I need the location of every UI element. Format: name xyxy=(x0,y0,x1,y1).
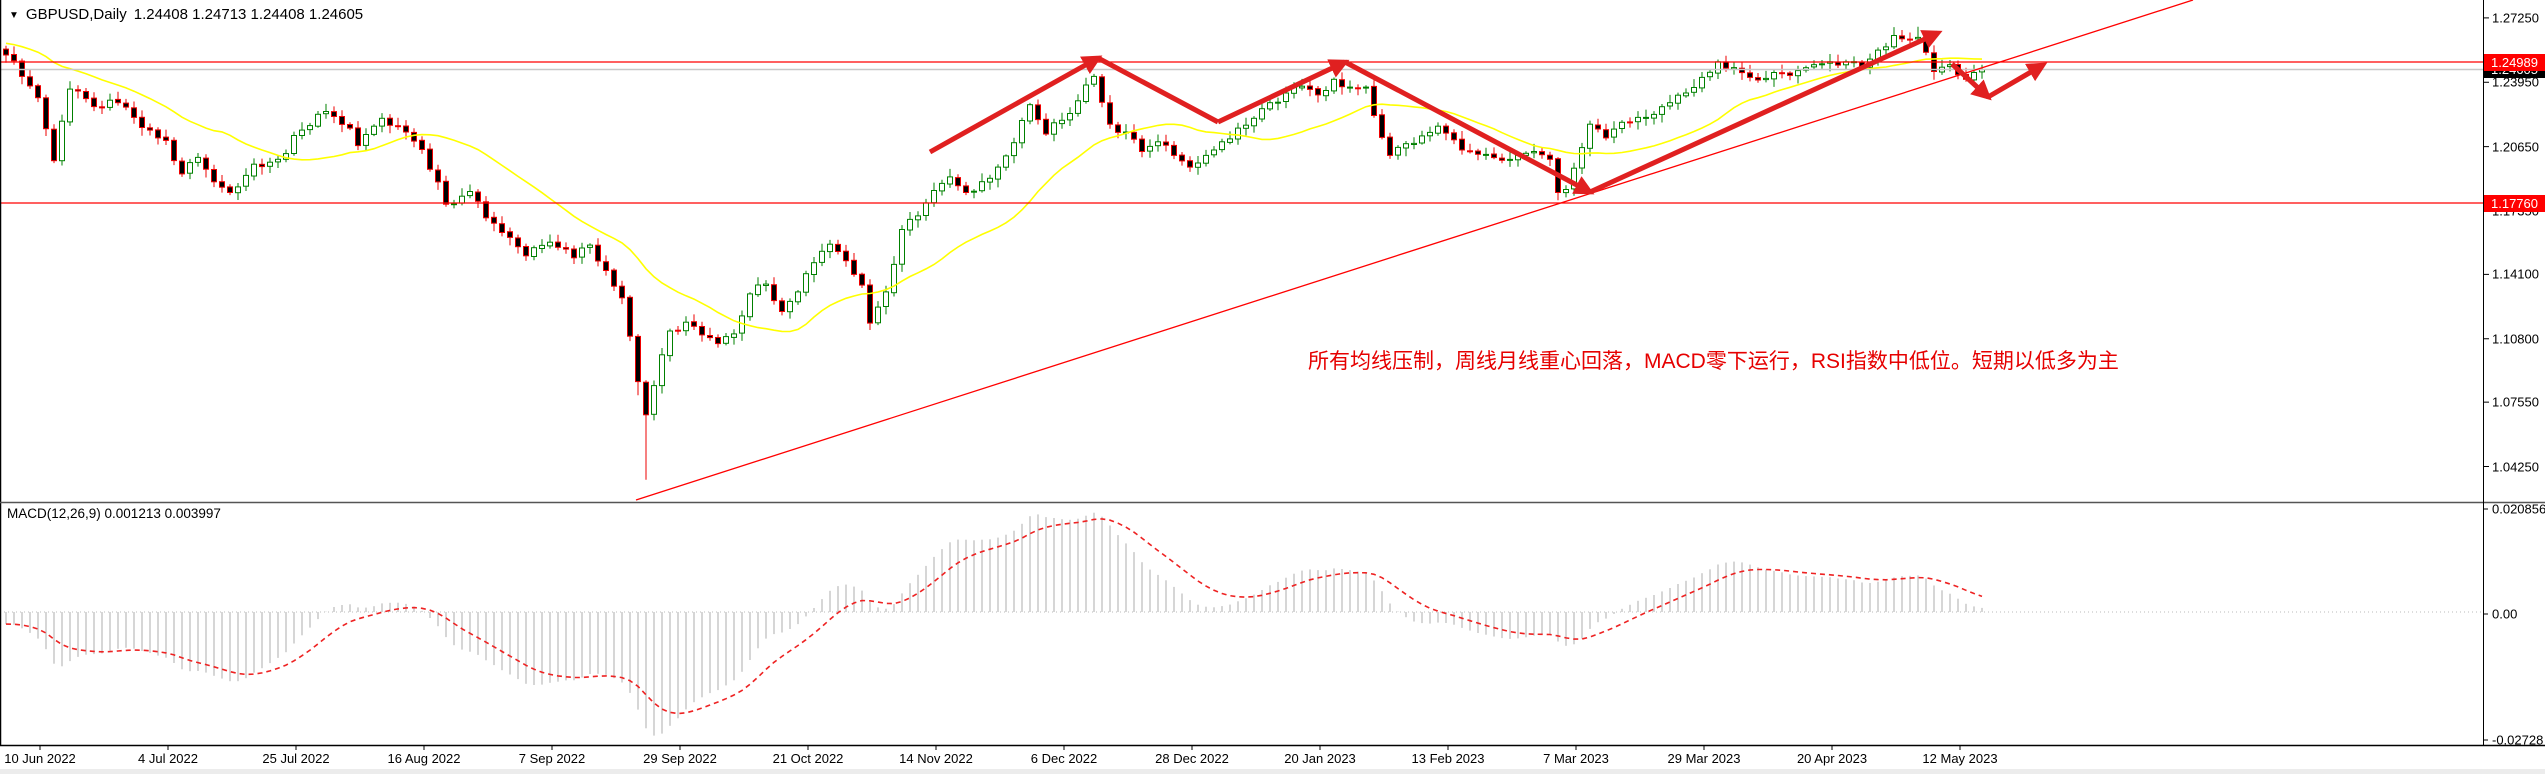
time-tick-label: 7 Mar 2023 xyxy=(1543,751,1609,766)
chart-title: ▼ GBPUSD,Daily 1.24408 1.24713 1.24408 1… xyxy=(9,6,363,23)
time-axis[interactable]: 10 Jun 2022 4 Jul 2022 25 Jul 2022 16 Aug 2… xyxy=(0,745,2545,774)
price-tick-label: 1.14100 xyxy=(2492,266,2539,282)
time-tick-label: 16 Aug 2022 xyxy=(387,751,461,766)
analysis-annotation: 所有均线压制，周线月线重心回落，MACD零下运行，RSI指数中低位。短期以低多为… xyxy=(1308,350,2119,373)
macd-signal-line xyxy=(5,518,1983,715)
horizontal-level-lines[interactable] xyxy=(0,61,2483,204)
price-tick-label: 1.07550 xyxy=(2492,394,2539,410)
macd-histogram xyxy=(0,512,2483,736)
chart-dropdown-icon[interactable]: ▼ xyxy=(9,9,19,21)
price-tick-label: 1.20650 xyxy=(2492,139,2539,155)
support-price-badge: 1.17760 xyxy=(2484,194,2545,212)
macd-axis-label: 0.020856 xyxy=(2492,501,2545,517)
time-tick-label: 10 Jun 2022 xyxy=(4,751,76,766)
time-tick-label: 20 Apr 2023 xyxy=(1796,751,1868,766)
price-tick-label: 1.10800 xyxy=(2492,331,2539,347)
price-tick-label: 1.27250 xyxy=(2492,10,2539,26)
macd-indicator-label: MACD(12,26,9) 0.001213 0.003997 xyxy=(7,506,221,521)
time-tick-label: 6 Dec 2022 xyxy=(1030,751,1098,766)
ohlc-values: 1.24408 1.24713 1.24408 1.24605 xyxy=(133,6,364,23)
symbol-period-label: GBPUSD,Daily xyxy=(25,6,127,23)
time-tick-label: 4 Jul 2022 xyxy=(138,751,198,766)
time-tick-label: 25 Jul 2022 xyxy=(262,751,330,766)
macd-axis-label: 0.00 xyxy=(2492,606,2518,622)
time-tick-label: 29 Mar 2023 xyxy=(1667,751,1741,766)
time-tick-label: 29 Sep 2022 xyxy=(643,751,717,766)
trendline[interactable] xyxy=(635,0,2194,501)
price-axis[interactable]: 1.272501.239501.206501.173501.141001.108… xyxy=(2483,0,2545,748)
candlesticks xyxy=(3,26,1985,480)
time-tick-label: 14 Nov 2022 xyxy=(899,751,973,766)
price-tick-label: 1.04250 xyxy=(2492,459,2539,474)
price-tick-label: 1.23950 xyxy=(2492,74,2539,90)
time-tick-label: 20 Jan 2023 xyxy=(1284,751,1356,766)
resistance-price-badge: 1.24989 xyxy=(2484,53,2545,71)
macd-axis-label: -0.02728 xyxy=(2492,732,2544,748)
time-tick-label: 12 May 2023 xyxy=(1922,751,1998,766)
zigzag-annotation-arrows[interactable] xyxy=(928,30,2048,195)
time-tick-label: 28 Dec 2022 xyxy=(1155,751,1229,766)
time-tick-label: 13 Feb 2023 xyxy=(1411,751,1485,766)
time-tick-label: 7 Sep 2022 xyxy=(518,751,586,766)
chart-frame xyxy=(0,0,2545,750)
time-tick-label: 21 Oct 2022 xyxy=(772,751,844,766)
window-bottom-edge xyxy=(0,769,2545,774)
moving-average-line xyxy=(5,42,1983,333)
